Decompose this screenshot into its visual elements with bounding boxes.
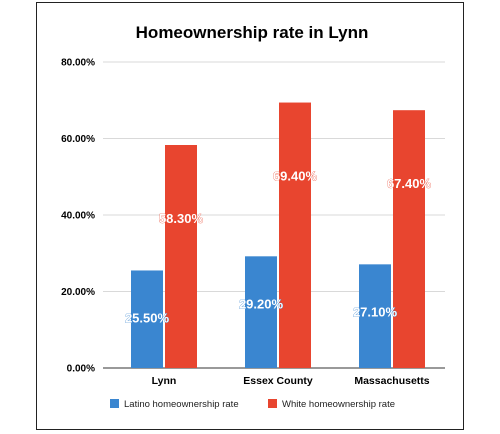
chart-title: Homeownership rate in Lynn [136, 23, 369, 42]
x-category-label: Lynn [152, 375, 177, 387]
y-axis-ticks: 0.00% 20.00% 40.00% 60.00% 80.00% [61, 58, 95, 375]
white-bar [279, 102, 311, 369]
latino-bar [131, 270, 163, 368]
y-tick-label: 80.00% [61, 58, 95, 69]
legend-label: Latino homeownership rate [124, 399, 239, 410]
data-labels: 25.50% 58.30% 29.20% 69.40% 27.10% 67.40% [125, 168, 432, 326]
data-label: 29.20% [239, 296, 284, 311]
latino-bar [359, 264, 391, 368]
legend-swatch [268, 399, 277, 408]
x-category-label: Massachusetts [354, 375, 429, 387]
white-bar [393, 110, 425, 368]
x-axis-categories: Lynn Essex County Massachusetts [152, 375, 430, 387]
data-label: 58.30% [159, 211, 204, 226]
latino-bar [245, 256, 277, 368]
legend-swatch [110, 399, 119, 408]
y-tick-label: 40.00% [61, 211, 95, 222]
data-label: 27.10% [353, 304, 398, 319]
legend-label: White homeownership rate [282, 399, 395, 410]
data-label: 67.40% [387, 176, 432, 191]
y-tick-label: 60.00% [61, 134, 95, 145]
legend: Latino homeownership rate White homeowner… [110, 399, 395, 410]
bar-layer [131, 102, 425, 369]
data-label: 69.40% [273, 169, 318, 184]
white-bar [165, 145, 197, 368]
y-tick-label: 20.00% [61, 287, 95, 298]
y-tick-label: 0.00% [67, 364, 95, 375]
x-category-label: Essex County [243, 375, 313, 387]
data-label: 25.50% [125, 310, 170, 325]
